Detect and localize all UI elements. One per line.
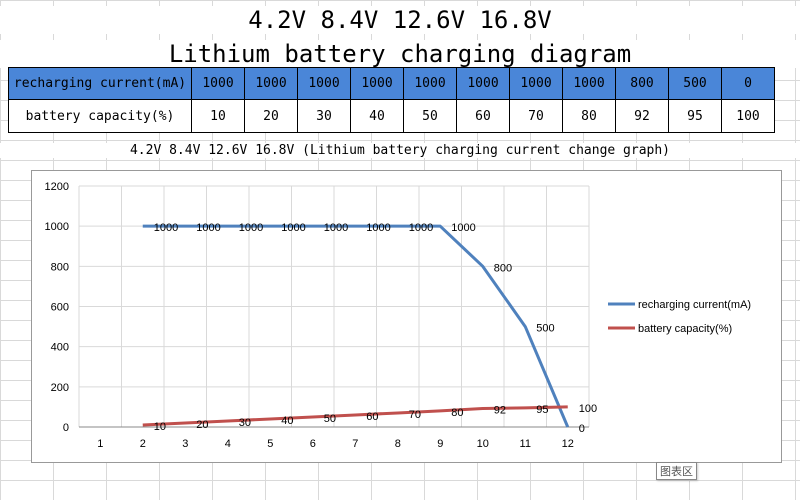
table-cell[interactable]: 1000 [456,67,510,100]
data-label: 500 [536,323,554,335]
table-cell[interactable]: 50 [403,99,457,133]
table-cell[interactable]: 1000 [562,67,616,100]
data-label: 800 [494,262,512,274]
data-label: 1000 [366,222,390,234]
data-label: 10 [154,421,166,433]
page-title-line1: 4.2V 8.4V 12.6V 16.8V [0,6,800,34]
data-label: 1000 [324,222,348,234]
legend-entry: battery capacity(%) [638,323,732,335]
table-cell[interactable]: 80 [562,99,616,133]
x-tick-label: 1 [97,438,103,450]
table-cell[interactable]: 1000 [297,67,351,100]
data-label: 40 [281,415,293,427]
x-tick-label: 5 [267,438,273,450]
y-tick-label: 800 [51,261,69,273]
y-tick-label: 1200 [45,181,69,193]
data-label: 100 [579,403,597,415]
y-tick-label: 0 [63,422,69,434]
x-tick-label: 3 [182,438,188,450]
table-row-capacity: battery capacity(%) 10 20 30 40 50 60 70… [8,99,775,133]
x-tick-label: 12 [562,438,574,450]
data-label: 50 [324,413,336,425]
table-cell[interactable]: 1000 [350,67,404,100]
data-label: 1000 [239,222,263,234]
data-label: 95 [536,404,548,416]
table-cell[interactable]: 30 [297,99,351,133]
x-tick-label: 9 [437,438,443,450]
data-label: 1000 [196,222,220,234]
table-cell[interactable]: 1000 [403,67,457,100]
table-row-label[interactable]: battery capacity(%) [8,99,192,133]
table-cell[interactable]: 92 [615,99,669,133]
data-label: 1000 [409,222,433,234]
table-row-current: recharging current(mA) 1000 1000 1000 10… [8,67,775,100]
table-cell[interactable]: 95 [668,99,722,133]
x-tick-label: 8 [395,438,401,450]
series-line-capacity [142,405,568,427]
data-label: 92 [494,405,506,417]
series-line-current [142,224,570,428]
y-tick-label: 200 [51,382,69,394]
table-cell[interactable]: 1000 [191,67,245,100]
table-cell[interactable]: 0 [721,67,775,100]
table-cell[interactable]: 1000 [509,67,563,100]
data-label: 20 [196,419,208,431]
data-label: 80 [451,407,463,419]
y-tick-label: 600 [51,302,69,314]
x-tick-label: 2 [140,438,146,450]
chart-area-tooltip: 图表区 [656,462,697,480]
table-cell[interactable]: 70 [509,99,563,133]
y-tick-label: 400 [51,342,69,354]
chart-title: 4.2V 8.4V 12.6V 16.8V (Lithium battery c… [0,143,800,158]
y-tick-label: 1000 [45,221,69,233]
data-label: 1000 [154,222,178,234]
table-cell[interactable]: 40 [350,99,404,133]
x-tick-label: 6 [310,438,316,450]
x-tick-label: 11 [520,438,531,450]
table-row-label[interactable]: recharging current(mA) [8,67,192,100]
data-table: recharging current(mA) 1000 1000 1000 10… [8,67,775,133]
x-tick-label: 7 [352,438,358,450]
data-label: 1000 [451,222,475,234]
data-label: 60 [366,411,378,423]
table-cell[interactable]: 500 [668,67,722,100]
page-title-line2: Lithium battery charging diagram [0,40,800,68]
table-cell[interactable]: 10 [191,99,245,133]
table-cell[interactable]: 800 [615,67,669,100]
data-label: 70 [409,409,421,421]
table-cell[interactable]: 60 [456,99,510,133]
legend-entry: recharging current(mA) [638,299,751,311]
data-label: 30 [239,417,251,429]
data-label: 0 [579,423,585,435]
table-cell[interactable]: 1000 [244,67,298,100]
chart-area[interactable]: 0 200 400 600 800 1000 1200 1 2 3 4 5 6 7 8 9 10 11 12 1000… [31,170,782,480]
table-cell[interactable]: 100 [721,99,775,133]
table-cell[interactable]: 20 [244,99,298,133]
x-tick-label: 10 [477,438,489,450]
x-tick-label: 4 [225,438,231,450]
data-label: 1000 [281,222,305,234]
